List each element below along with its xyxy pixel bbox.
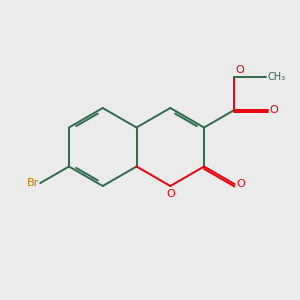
Text: O: O <box>236 179 245 189</box>
Text: Br: Br <box>26 178 39 188</box>
Text: CH₃: CH₃ <box>267 72 285 82</box>
Text: O: O <box>166 189 175 199</box>
Text: O: O <box>235 65 244 75</box>
Text: O: O <box>269 105 278 115</box>
